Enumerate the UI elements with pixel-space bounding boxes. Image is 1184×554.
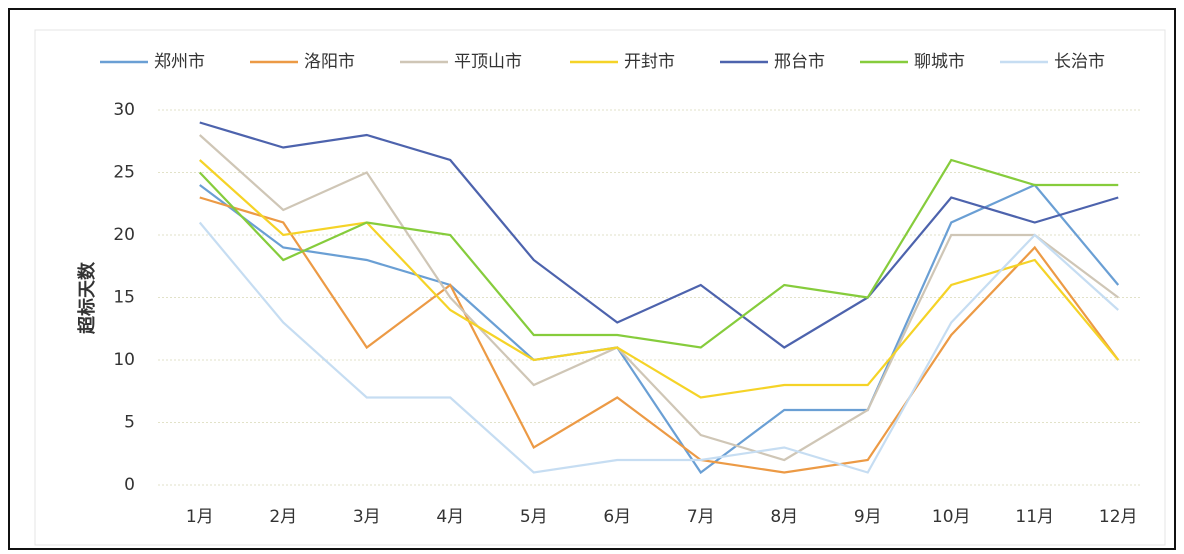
x-tick-label: 8月 (770, 507, 798, 527)
y-tick-label: 30 (113, 100, 135, 120)
x-tick-label: 9月 (854, 507, 882, 527)
x-tick-label: 12月 (1099, 507, 1138, 527)
legend-label: 长治市 (1054, 52, 1105, 72)
legend-label: 平顶山市 (454, 52, 522, 72)
series-line (198, 221, 1119, 474)
y-tick-label: 15 (113, 288, 135, 308)
y-tick-label: 0 (124, 475, 135, 495)
legend-label: 邢台市 (774, 52, 825, 72)
x-tick-label: 6月 (603, 507, 631, 527)
plot-frame (34, 29, 1166, 546)
x-tick-label: 5月 (520, 507, 548, 527)
legend-label: 聊城市 (914, 52, 965, 72)
series-line (199, 121, 1119, 349)
y-tick-label: 10 (113, 350, 135, 370)
series-line (199, 159, 1120, 399)
series-line (199, 183, 1120, 475)
y-tick-label: 25 (113, 163, 135, 183)
x-tick-label: 2月 (269, 507, 297, 527)
frame (8, 8, 1176, 550)
y-tick-label: 20 (113, 225, 135, 245)
x-tick-label: 3月 (353, 507, 381, 527)
x-tick-label: 10月 (932, 507, 971, 527)
y-tick-label: 5 (124, 413, 135, 433)
x-tick-label: 1月 (186, 507, 214, 527)
series-line (199, 134, 1119, 462)
x-tick-label: 7月 (687, 507, 715, 527)
x-tick-label: 4月 (436, 507, 464, 527)
legend-label: 洛阳市 (304, 52, 355, 72)
legend-label: 郑州市 (154, 52, 205, 72)
x-tick-label: 11月 (1015, 507, 1054, 527)
series-line (199, 196, 1120, 474)
legend-label: 开封市 (624, 52, 675, 72)
y-axis-label: 超标天数 (76, 261, 98, 334)
series-line (198, 158, 1119, 349)
